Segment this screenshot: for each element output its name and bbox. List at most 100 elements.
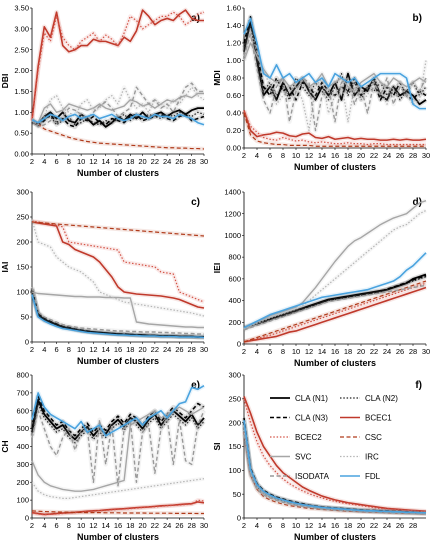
x-tick-label: 6 [268,521,272,530]
y-tick-label: 1.20 [226,39,241,48]
series-halo-csc [30,118,205,152]
series-line-fdl [31,385,205,437]
series-line-irc [31,219,205,317]
y-axis-title: IAI [0,262,10,273]
series-line-svc [31,291,204,329]
x-tick-label: 20 [357,151,365,160]
x-tick-label: 8 [281,347,285,356]
x-tick-label: 18 [126,521,134,530]
x-axis-title: Number of clusters [77,356,159,366]
x-tick-label: 12 [305,521,313,530]
x-tick-label: 28 [409,521,417,530]
panel-label: e) [191,380,200,391]
x-tick-label: 22 [151,345,159,354]
x-tick-label: 24 [163,157,171,166]
x-tick-label: 8 [67,345,71,354]
y-tick-label: 400 [228,296,241,305]
y-tick-label: 250 [228,394,241,403]
x-tick-label: 10 [292,151,300,160]
x-tick-label: 12 [89,157,97,166]
legend-label: CLA (N3) [295,414,328,423]
series-line-csc [31,221,205,237]
series-halo-isodata [29,286,204,337]
x-tick-label: 20 [138,157,146,166]
x-tick-label: 12 [305,347,313,356]
x-tick-label: 2 [30,345,34,354]
series-line-bcec2 [243,282,427,343]
y-tick-label: 150 [16,263,29,272]
series-line-cla-n2- [243,276,427,330]
x-tick-label: 24 [163,345,171,354]
y-tick-label: 0.40 [226,109,241,118]
x-tick-label: 26 [175,521,183,530]
x-tick-label: 22 [151,521,159,530]
x-tick-label: 30 [422,151,430,160]
x-tick-label: 16 [331,521,339,530]
panel-label: b) [413,13,422,24]
y-tick-label: 300 [16,460,29,469]
x-tick-label: 28 [188,345,196,354]
y-tick-label: 800 [228,253,241,262]
x-tick-label: 18 [126,345,134,354]
legend-label: CLA (N2) [365,394,398,403]
series-line-csc [243,280,427,343]
x-tick-label: 14 [318,521,326,530]
series-line-bcec1 [31,221,205,309]
y-tick-label: 700 [16,388,29,397]
x-tick-label: 4 [42,345,46,354]
y-tick-label: 300 [228,371,241,380]
y-tick-label: 600 [16,406,29,415]
x-axis-title: Number of clusters [77,532,159,542]
x-tick-label: 26 [396,521,404,530]
panel-label: d) [413,197,422,208]
panel-b: 0.000.200.400.600.801.001.201.401.602 4 6 8… [212,4,430,172]
x-tick-label: 22 [370,521,378,530]
y-tick-label: 800 [16,371,29,380]
legend-label: CLA (N1) [295,394,328,403]
x-axis-title: Number of clusters [294,358,376,368]
y-tick-label: 1.40 [226,21,241,30]
y-tick-label: 0.80 [226,74,241,83]
x-tick-label: 16 [114,345,122,354]
y-tick-label: 2.00 [14,66,29,75]
x-tick-label: 8 [67,521,71,530]
y-tick-label: 100 [16,496,29,505]
y-tick-label: 1.00 [226,56,241,65]
x-tick-label: 6 [54,521,58,530]
x-tick-label: 14 [102,345,110,354]
x-tick-label: 2 [242,151,246,160]
x-tick-label: 24 [383,521,391,530]
series-line-cla-n3- [243,15,427,101]
series-line-cla-n2- [243,24,427,101]
x-tick-label: 12 [89,521,97,530]
x-tick-label: 12 [305,151,313,160]
y-axis-title: SI [212,442,222,450]
x-tick-label: 8 [281,521,285,530]
y-tick-label: 0 [25,338,29,347]
series-halo-irc [241,27,429,133]
y-tick-label: 250 [16,213,29,222]
x-tick-label: 20 [138,521,146,530]
y-tick-label: 50 [21,313,29,322]
x-tick-label: 28 [188,521,196,530]
y-tick-label: 0 [237,340,241,349]
y-tick-label: 1.00 [14,108,29,117]
y-axis-title: MDI [212,70,222,86]
y-tick-label: 200 [16,478,29,487]
x-tick-label: 20 [357,347,365,356]
y-tick-label: 1.50 [14,87,29,96]
x-tick-label: 10 [292,521,300,530]
y-tick-label: 0.00 [226,144,241,153]
y-tick-label: 1200 [224,209,241,218]
x-tick-label: 10 [77,521,85,530]
x-tick-label: 4 [42,521,46,530]
y-axis-title: DBI [0,74,10,89]
x-tick-label: 26 [175,157,183,166]
x-tick-label: 14 [318,151,326,160]
y-tick-label: 0.60 [226,91,241,100]
series-line-cla-n3- [243,274,427,330]
